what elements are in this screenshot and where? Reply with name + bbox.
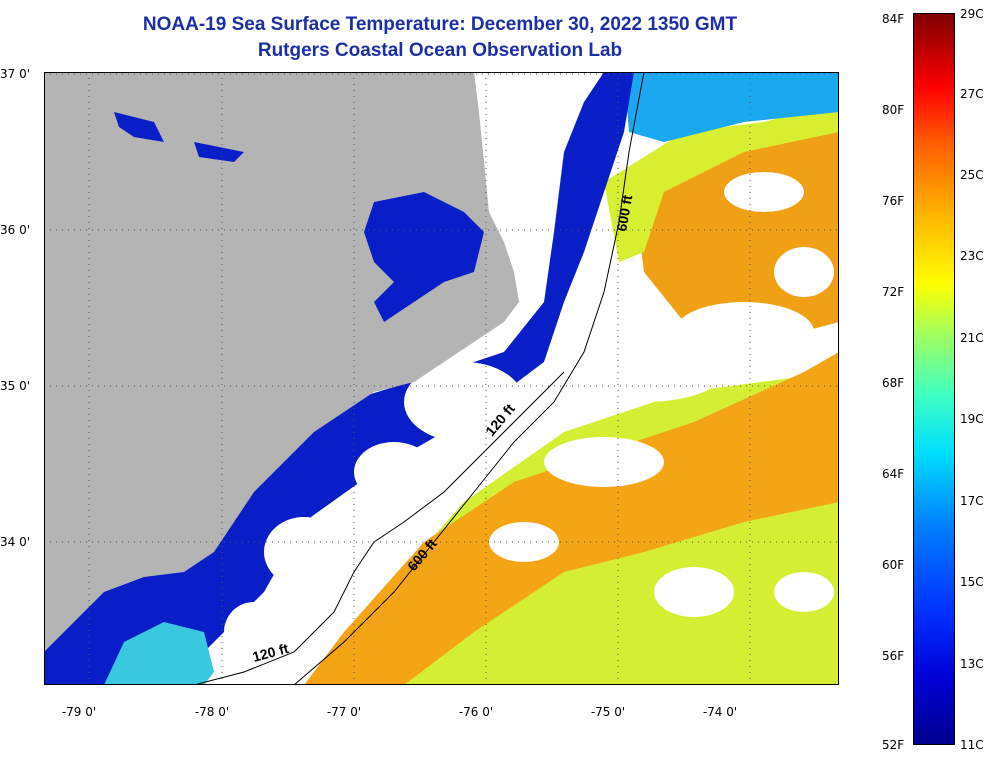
graticule bbox=[44, 72, 839, 685]
cyan-southwest-water bbox=[104, 622, 214, 685]
lat-label-35: 35 0' bbox=[0, 379, 31, 393]
lon-label-78: -78 0' bbox=[194, 705, 230, 719]
northern-yellow-region bbox=[604, 102, 839, 262]
lon-label-74: -74 0' bbox=[702, 705, 738, 719]
colorbar-f-76: 76F bbox=[882, 194, 905, 208]
colorbar-c-15: 15C bbox=[960, 575, 984, 589]
sst-map[interactable]: 600 ft 120 ft 600 ft 120 ft bbox=[44, 72, 839, 685]
title-line-1: NOAA-19 Sea Surface Temperature: Decembe… bbox=[142, 14, 738, 35]
colorbar-f-84: 84F bbox=[882, 12, 905, 26]
lon-label-76: -76 0' bbox=[458, 705, 494, 719]
albemarle-sound bbox=[364, 192, 484, 322]
colorbar-f-80: 80F bbox=[882, 103, 905, 117]
cloud-patches bbox=[224, 172, 834, 662]
river-inlet-2 bbox=[194, 142, 244, 162]
contour-600ft bbox=[293, 72, 645, 685]
colorbar-c-19: 19C bbox=[960, 412, 984, 426]
contour-120ft bbox=[193, 371, 565, 685]
cyan-water-region bbox=[624, 72, 839, 142]
lon-label-79: -79 0' bbox=[61, 705, 97, 719]
lat-label-36: 36 0' bbox=[0, 223, 31, 237]
lat-label-37: 37 0' bbox=[0, 67, 31, 81]
colorbar-c-17: 17C bbox=[960, 494, 984, 508]
colorbar-c-13: 13C bbox=[960, 657, 984, 671]
colorbar-c-21: 21C bbox=[960, 331, 984, 345]
colorbar-c-23: 23C bbox=[960, 249, 984, 263]
lon-label-77: -77 0' bbox=[326, 705, 362, 719]
river-inlet bbox=[114, 112, 164, 142]
colorbar-c-29: 29C bbox=[960, 7, 984, 21]
colorbar-c-25: 25C bbox=[960, 168, 984, 182]
contour-label-600-north: 600 ft bbox=[613, 193, 635, 232]
orange-water-region bbox=[304, 352, 839, 685]
colorbar-f-68: 68F bbox=[882, 376, 905, 390]
colorbar-f-52: 52F bbox=[882, 738, 905, 752]
colorbar-c-11: 11C bbox=[960, 738, 984, 752]
colorbar-f-56: 56F bbox=[882, 649, 905, 663]
colorbar-f-64: 64F bbox=[882, 467, 905, 481]
colorbar-c-27: 27C bbox=[960, 87, 984, 101]
colorbar-f-60: 60F bbox=[882, 558, 905, 572]
lon-label-75: -75 0' bbox=[590, 705, 626, 719]
title-line-2: Rutgers Coastal Ocean Observation Lab bbox=[257, 40, 623, 61]
temperature-colorbar bbox=[913, 13, 955, 745]
map-border bbox=[44, 72, 839, 685]
lat-label-34: 34 0' bbox=[0, 535, 31, 549]
colorbar-f-72: 72F bbox=[882, 285, 905, 299]
